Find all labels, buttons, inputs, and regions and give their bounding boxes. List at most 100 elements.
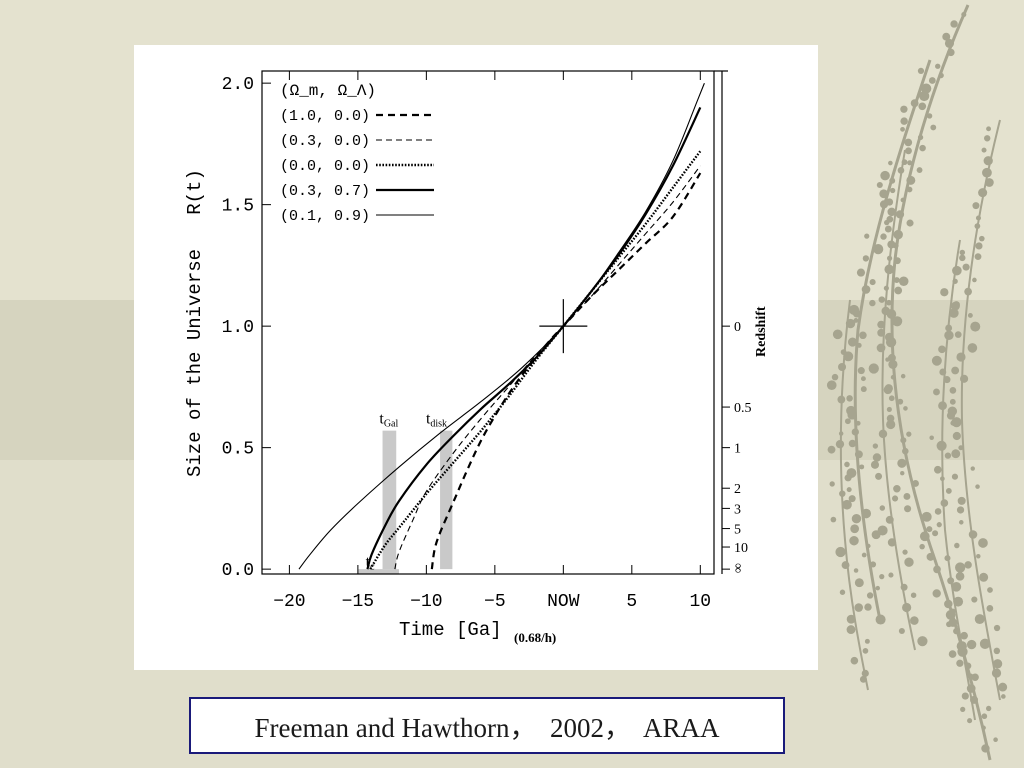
leaf [886,406,892,413]
leaf [970,695,979,704]
leaf [829,481,835,487]
leaf [906,219,914,227]
leaf [981,725,986,731]
redshift-tick-label: 0 [734,320,741,335]
leaf [1001,694,1006,699]
leaf [933,465,942,474]
leaf [889,177,896,184]
leaf [951,301,960,311]
leaf [875,585,880,591]
leaf [991,668,1002,678]
leaf [936,440,947,451]
series-line-3 [369,150,702,570]
time-band [440,430,453,570]
leaf [846,625,856,635]
leaf [835,546,846,558]
leaf [951,366,960,375]
leaf [877,320,886,329]
leaf [839,490,846,497]
leaf [827,445,836,454]
leaf [897,458,907,468]
leaf [846,487,852,493]
leaf [955,571,965,581]
leaf [854,578,864,588]
leaf [897,167,905,174]
leaf [906,431,912,437]
leaf [933,565,941,574]
leaf [890,374,896,380]
leaf [947,577,955,585]
leaf [948,650,957,658]
leaf [984,135,991,142]
leaf [926,552,935,561]
leaf [907,160,913,166]
leaf [951,581,962,592]
leaf [974,253,982,261]
leaf [849,535,859,546]
leaf [854,450,863,459]
leaf [938,72,944,79]
leaf [919,90,930,102]
leaf [890,187,896,194]
leaf [976,554,981,559]
leaf [903,493,911,500]
leaf [854,603,864,612]
leaf [838,362,847,371]
leaf [875,472,883,480]
leaf [933,388,940,396]
leaf [885,198,894,206]
leaf [900,126,905,132]
leaf [845,318,856,329]
leaf [981,744,990,753]
x-tick-label: 10 [689,592,711,612]
x-axis-title-subscript: (0.68/h) [514,630,556,645]
leaf [917,636,928,647]
leaf [940,476,945,482]
legend-label: (0.1, 0.9) [280,208,370,225]
leaf [861,285,871,294]
leaf [967,312,973,318]
leaf [878,296,886,303]
leaf [869,561,877,568]
legend-label: (0.0, 0.0) [280,158,370,175]
leaf [876,343,886,353]
leaf [919,543,925,550]
leaf [945,324,953,332]
leaf [940,499,949,507]
leaf [968,530,978,539]
leaf [940,288,949,297]
leaf [903,406,908,411]
leaf [864,603,872,611]
leaf [887,538,897,547]
leaf [846,395,853,402]
x-tick-label: −15 [342,592,374,612]
leaf [917,67,925,75]
leaf [901,159,908,166]
leaf [877,525,888,536]
leaf [888,395,895,402]
leaf [902,447,909,455]
leaf [900,583,908,591]
leaf [879,189,889,199]
leaf [938,401,947,411]
leaf [950,20,958,28]
leaf [955,562,966,573]
leaf [853,568,859,573]
leaf [944,599,953,609]
redshift-tick-label: 2 [734,482,741,497]
leaf [893,277,900,283]
leaf [978,188,988,198]
leaf [835,440,845,449]
leaf [929,435,934,441]
leaf [840,349,847,355]
leaf [986,605,994,612]
leaf [884,219,890,226]
leaf [904,557,914,567]
leaf [975,242,983,250]
leaf [893,229,903,240]
leaf [846,614,856,624]
leaf [952,265,962,276]
leaf [866,543,871,549]
leaf [942,32,951,41]
time-marker-label: tGal [379,410,398,429]
